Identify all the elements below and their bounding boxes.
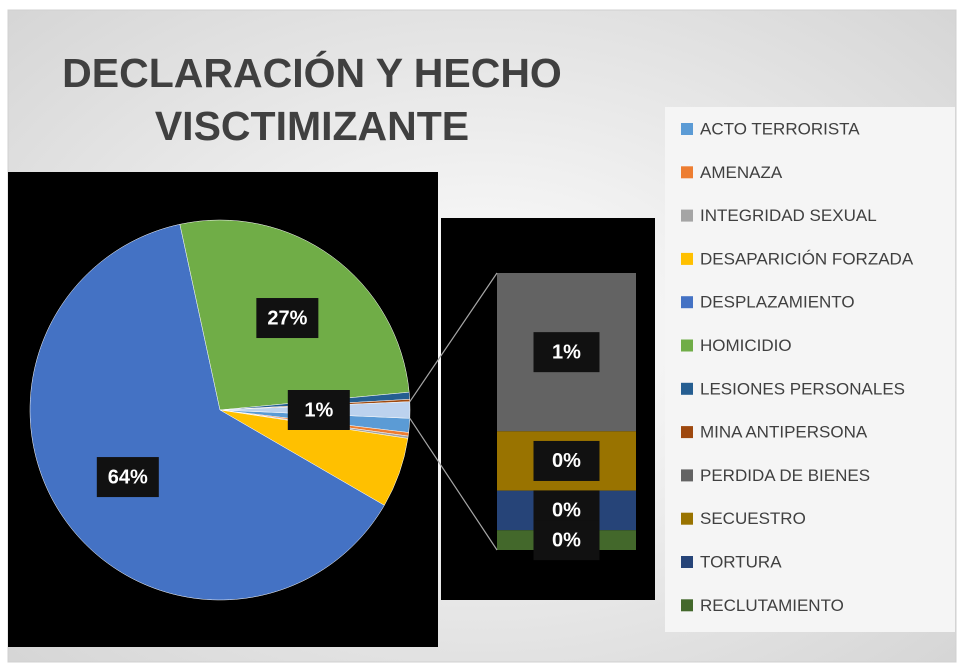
legend-label: HOMICIDIO xyxy=(700,336,792,355)
data-label: 0% xyxy=(552,450,581,472)
legend-swatch xyxy=(681,339,693,352)
legend-label: INTEGRIDAD SEXUAL xyxy=(700,206,877,225)
legend-swatch xyxy=(681,599,693,612)
pie-slice xyxy=(29,223,385,601)
data-label-box xyxy=(533,440,600,481)
data-label-box xyxy=(533,332,600,373)
data-label: 27% xyxy=(267,307,307,329)
legend-label: AMENAZA xyxy=(700,163,783,182)
data-label: 0% xyxy=(552,500,581,522)
data-label-box xyxy=(287,390,350,430)
data-label: 1% xyxy=(304,399,333,421)
legend-swatch xyxy=(681,556,693,568)
legend-swatch xyxy=(681,512,693,525)
legend-swatch xyxy=(681,166,693,179)
legend-swatch xyxy=(681,209,693,222)
chart-title: VISCTIMIZANTE xyxy=(155,103,469,149)
chart-title: DECLARACIÓN Y HECHO xyxy=(62,50,562,96)
connector-line xyxy=(409,272,498,403)
legend-swatch xyxy=(681,252,693,265)
legend-swatch xyxy=(681,296,693,309)
legend-label: ACTO TERRORISTA xyxy=(700,119,860,138)
connector-line xyxy=(409,417,498,551)
legend-panel xyxy=(665,107,955,632)
legend-swatch xyxy=(681,123,693,135)
data-label-box xyxy=(256,298,319,339)
legend-swatch xyxy=(681,426,693,439)
legend-label: PERDIDA DE BIENES xyxy=(700,466,870,485)
legend-label: LESIONES PERSONALES xyxy=(700,379,905,398)
legend-label: DESPLAZAMIENTO xyxy=(700,293,855,312)
data-label: 0% xyxy=(552,529,581,551)
legend-swatch xyxy=(681,382,693,395)
legend-swatch xyxy=(681,469,693,482)
legend-label: TORTURA xyxy=(700,552,782,571)
data-label: 64% xyxy=(108,466,148,488)
legend-label: RECLUTAMIENTO xyxy=(700,596,844,615)
data-label: 1% xyxy=(552,341,581,363)
data-label-box xyxy=(533,520,600,561)
legend-label: SECUESTRO xyxy=(700,509,806,528)
legend-label: DESAPARICIÓN FORZADA xyxy=(700,249,914,268)
legend-label: MINA ANTIPERSONA xyxy=(700,423,868,442)
data-label-box xyxy=(96,457,159,498)
